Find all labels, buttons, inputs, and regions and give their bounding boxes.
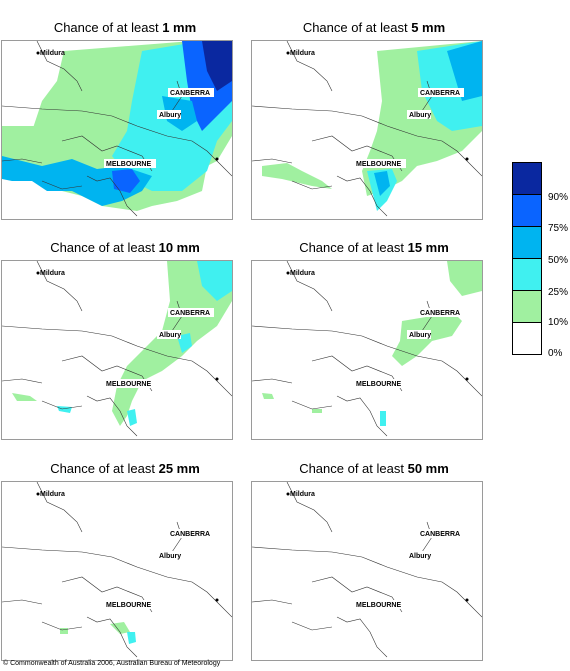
svg-text:CANBERRA: CANBERRA bbox=[170, 531, 210, 538]
panel-title-5mm: Chance of at least 5 mm bbox=[302, 20, 446, 35]
legend-swatch-25 bbox=[512, 258, 542, 291]
city-labels: Mildura CANBERRA Albury MELBOURNE bbox=[286, 270, 469, 388]
svg-text:CANBERRA: CANBERRA bbox=[420, 531, 460, 538]
map-svg-25mm: Mildura CANBERRA Albury MELBOURNE bbox=[2, 482, 232, 658]
panel-title-15mm: Chance of at least 15 mm bbox=[299, 240, 449, 255]
panel-title-50mm: Chance of at least 50 mm bbox=[299, 461, 449, 476]
map-svg-50mm: Mildura CANBERRA Albury MELBOURNE bbox=[252, 482, 482, 658]
legend-label-0: 0% bbox=[548, 348, 563, 359]
map-svg-15mm: Mildura CANBERRA Albury MELBOURNE bbox=[252, 261, 482, 437]
svg-text:Mildura: Mildura bbox=[290, 50, 315, 57]
city-labels: Mildura CANBERRA Albury MELBOURNE bbox=[286, 491, 469, 609]
map-panel-15mm: Mildura CANBERRA Albury MELBOURNE bbox=[251, 260, 483, 440]
legend-swatch-0 bbox=[512, 322, 542, 355]
copyright-notice: © Commonwealth of Australia 2006, Austra… bbox=[3, 660, 221, 667]
city-labels: Mildura CANBERRA Albury MELBOURNE bbox=[36, 491, 219, 609]
city-labels: Mildura CANBERRA Albury MELBOURNE bbox=[286, 50, 469, 168]
svg-text:Mildura: Mildura bbox=[40, 491, 65, 498]
svg-text:Mildura: Mildura bbox=[290, 270, 315, 277]
panel-title-25mm: Chance of at least 25 mm bbox=[50, 461, 200, 476]
svg-text:MELBOURNE: MELBOURNE bbox=[106, 381, 151, 388]
svg-text:CANBERRA: CANBERRA bbox=[420, 90, 460, 97]
probability-shading bbox=[60, 622, 136, 644]
legend-label-10: 10% bbox=[548, 317, 569, 328]
map-svg-5mm: Mildura CANBERRA Albury MELBOURNE bbox=[252, 41, 482, 217]
state-borders bbox=[252, 261, 482, 437]
svg-text:CANBERRA: CANBERRA bbox=[170, 90, 210, 97]
svg-text:CANBERRA: CANBERRA bbox=[420, 310, 460, 317]
state-borders bbox=[2, 482, 232, 658]
svg-text:Mildura: Mildura bbox=[40, 270, 65, 277]
map-panel-50mm: Mildura CANBERRA Albury MELBOURNE bbox=[251, 481, 483, 661]
svg-text:Albury: Albury bbox=[409, 553, 431, 560]
legend-label-75: 75% bbox=[548, 223, 569, 234]
legend-label-50: 50% bbox=[548, 255, 569, 266]
panel-title-10mm: Chance of at least 10 mm bbox=[50, 240, 200, 255]
map-panel-10mm: Mildura CANBERRA Albury MELBOURNE bbox=[1, 260, 233, 440]
map-svg-1mm: Mildura CANBERRA Albury MELBOURNE bbox=[2, 41, 232, 217]
legend-swatch-90 bbox=[512, 162, 542, 195]
svg-text:Mildura: Mildura bbox=[290, 491, 315, 498]
state-borders bbox=[2, 41, 232, 217]
svg-text:Albury: Albury bbox=[409, 112, 431, 119]
svg-text:CANBERRA: CANBERRA bbox=[170, 310, 210, 317]
legend-swatch-75 bbox=[512, 194, 542, 227]
map-panel-1mm: Mildura CANBERRA Albury MELBOURNE bbox=[1, 40, 233, 220]
probability-shading bbox=[262, 41, 482, 211]
svg-text:Albury: Albury bbox=[409, 332, 431, 339]
probability-shading bbox=[2, 41, 232, 211]
map-panel-25mm: Mildura CANBERRA Albury MELBOURNE bbox=[1, 481, 233, 661]
probability-shading bbox=[12, 261, 232, 426]
svg-text:MELBOURNE: MELBOURNE bbox=[106, 602, 151, 609]
legend-label-25: 25% bbox=[548, 287, 569, 298]
map-panel-5mm: Mildura CANBERRA Albury MELBOURNE bbox=[251, 40, 483, 220]
city-labels: Mildura CANBERRA Albury MELBOURNE bbox=[36, 270, 219, 388]
panel-title-1mm: Chance of at least 1 mm bbox=[53, 20, 197, 35]
legend-swatch-10 bbox=[512, 290, 542, 323]
svg-text:MELBOURNE: MELBOURNE bbox=[356, 161, 401, 168]
legend-swatch-50 bbox=[512, 226, 542, 259]
map-svg-10mm: Mildura CANBERRA Albury MELBOURNE bbox=[2, 261, 232, 437]
svg-text:MELBOURNE: MELBOURNE bbox=[106, 161, 151, 168]
svg-text:Albury: Albury bbox=[159, 332, 181, 339]
svg-text:Albury: Albury bbox=[159, 112, 181, 119]
svg-text:MELBOURNE: MELBOURNE bbox=[356, 602, 401, 609]
state-borders bbox=[252, 41, 482, 217]
legend-label-90: 90% bbox=[548, 192, 569, 203]
probability-shading bbox=[262, 261, 482, 426]
svg-text:Albury: Albury bbox=[159, 553, 181, 560]
svg-text:Mildura: Mildura bbox=[40, 50, 65, 57]
city-labels: Mildura CANBERRA Albury MELBOURNE bbox=[36, 50, 219, 168]
state-borders bbox=[252, 482, 482, 658]
svg-text:MELBOURNE: MELBOURNE bbox=[356, 381, 401, 388]
